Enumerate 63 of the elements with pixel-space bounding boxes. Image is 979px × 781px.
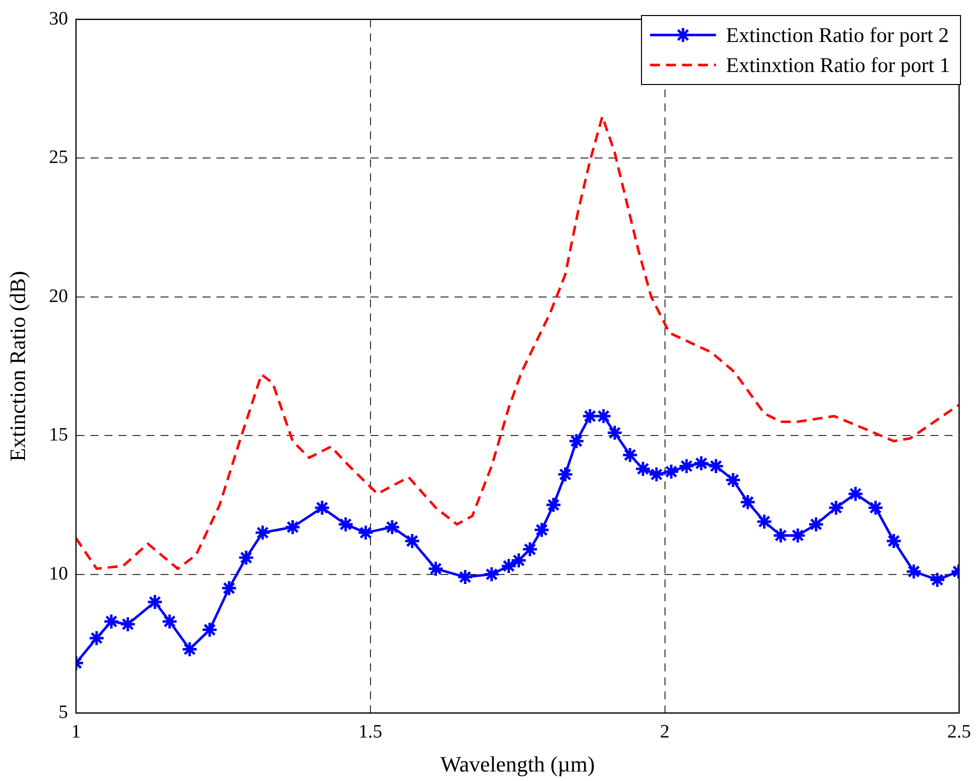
point <box>404 532 420 550</box>
point <box>337 516 354 533</box>
point <box>847 486 864 502</box>
point <box>500 558 517 574</box>
point <box>201 622 218 638</box>
y-tick-label: 30 <box>49 8 68 30</box>
point <box>693 455 710 472</box>
point <box>606 424 623 442</box>
point <box>906 563 922 580</box>
point <box>284 518 301 536</box>
x-tick-label: 1 <box>71 721 81 742</box>
point <box>120 616 136 632</box>
point <box>708 458 724 474</box>
point <box>314 499 330 516</box>
x-axis-title: Wavelength (µm) <box>440 752 595 777</box>
point <box>510 552 527 569</box>
point <box>103 613 120 630</box>
point <box>161 613 178 630</box>
point <box>545 496 562 514</box>
point <box>146 594 164 610</box>
point <box>557 466 574 483</box>
point <box>582 408 598 424</box>
point <box>427 560 444 577</box>
point <box>384 518 400 536</box>
y-tick-label: 10 <box>49 563 68 584</box>
point <box>238 549 254 566</box>
point <box>533 522 550 538</box>
point <box>568 432 585 450</box>
point <box>662 463 680 480</box>
y-axis-title: Extinction Ratio (dB) <box>4 270 30 462</box>
legend-label: Extinxtion Ratio for port 1 <box>726 52 950 78</box>
y-tick-label: 5 <box>58 702 68 723</box>
y-tick-label: 15 <box>49 424 68 446</box>
point <box>867 499 884 516</box>
x-tick-label: 2 <box>660 721 670 742</box>
point <box>88 630 105 646</box>
point <box>456 568 474 586</box>
point <box>181 640 198 658</box>
point <box>724 472 742 488</box>
point <box>357 524 374 541</box>
point <box>678 458 695 474</box>
x-tick-label: 1.5 <box>358 721 382 742</box>
point <box>622 446 638 464</box>
y-tick-label: 20 <box>49 286 68 307</box>
point <box>828 499 844 516</box>
point <box>254 524 271 541</box>
point <box>929 572 946 588</box>
point <box>740 494 756 510</box>
point <box>595 408 612 424</box>
y-tick-label: 25 <box>49 147 68 168</box>
point <box>220 580 238 596</box>
point <box>522 541 538 558</box>
point <box>808 516 824 533</box>
point <box>648 466 665 483</box>
point <box>483 566 500 583</box>
point <box>790 527 806 544</box>
point <box>886 532 902 550</box>
line-series <box>76 115 960 570</box>
point <box>756 513 772 530</box>
x-tick-label: 2.5 <box>947 721 971 742</box>
legend-label: Extinction Ratio for port 2 <box>726 22 949 48</box>
point <box>772 527 789 544</box>
point <box>634 460 652 478</box>
